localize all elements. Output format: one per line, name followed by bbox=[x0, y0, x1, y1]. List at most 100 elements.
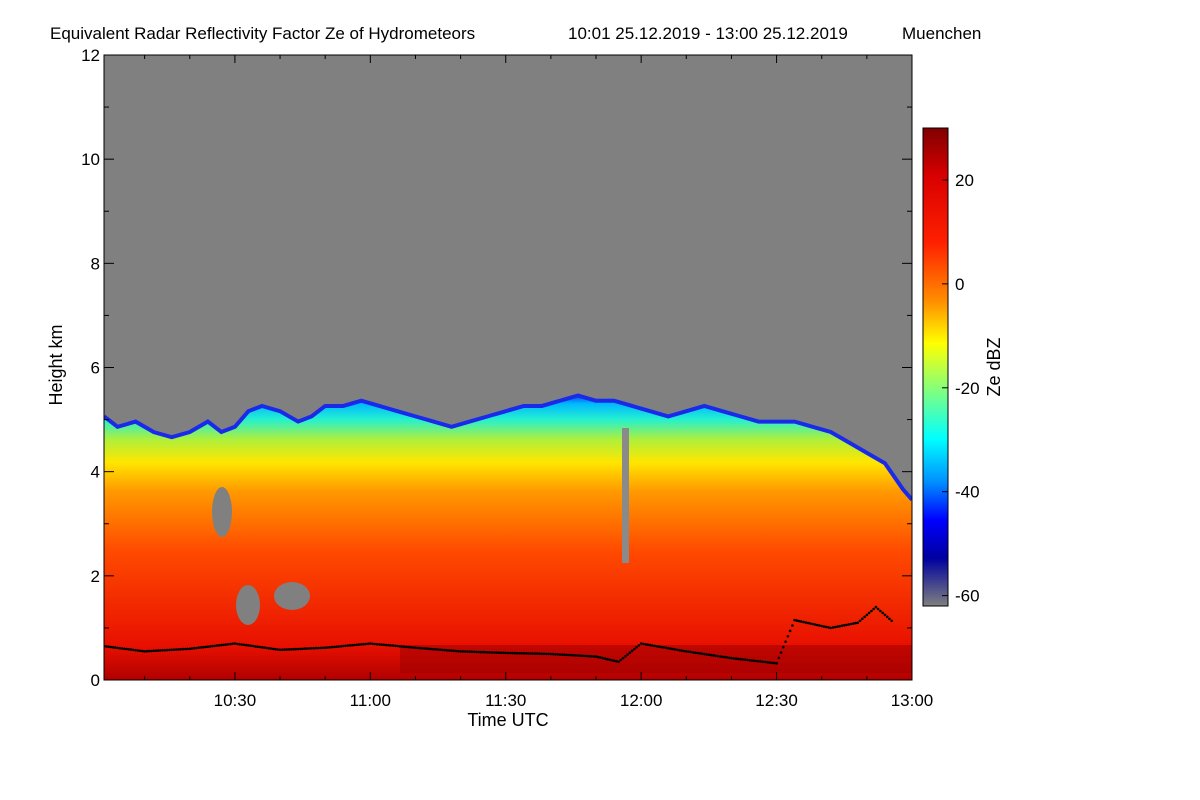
cloud-base-point bbox=[536, 652, 539, 655]
cloud-base-point bbox=[592, 655, 596, 658]
cloud-base-point bbox=[490, 651, 494, 654]
cloud-base-point bbox=[730, 656, 733, 660]
cloud-base-point bbox=[161, 649, 164, 652]
cloud-base-point bbox=[743, 658, 747, 661]
cloud-base-point bbox=[382, 643, 386, 647]
cloud-base-point bbox=[685, 650, 688, 653]
cloud-base-point bbox=[802, 620, 805, 624]
cloud-base-point bbox=[217, 644, 221, 647]
cloud-base-point bbox=[861, 617, 864, 621]
cloud-base-point bbox=[235, 642, 239, 646]
cloud-base-point bbox=[502, 651, 505, 655]
cloud-base-point bbox=[511, 651, 514, 655]
cloud-base-point bbox=[515, 651, 519, 655]
cloud-base-point bbox=[116, 646, 119, 650]
cloud-base-point bbox=[360, 643, 363, 646]
cloud-base-point bbox=[563, 653, 566, 656]
cloud-base-point bbox=[768, 661, 772, 664]
cloud-base-point bbox=[885, 615, 889, 619]
y-axis: 0 2 4 6 8 10 12 bbox=[81, 46, 912, 690]
cloud-base-point bbox=[416, 646, 420, 650]
cloud-base-point bbox=[290, 648, 293, 651]
cloud-base-point bbox=[484, 650, 487, 654]
y-tick-label: 6 bbox=[91, 359, 100, 378]
cloud-base-point bbox=[739, 657, 742, 661]
cloud-base-point bbox=[204, 645, 207, 649]
cloud-base-point bbox=[748, 658, 751, 662]
cloud-base-point bbox=[533, 652, 537, 655]
x-axis-label: Time UTC bbox=[467, 710, 548, 730]
cloud-base-point bbox=[597, 655, 600, 659]
y-axis-label: Height km bbox=[46, 324, 66, 405]
cloud-base-point bbox=[434, 648, 438, 651]
cloud-base-point bbox=[339, 645, 343, 648]
cloud-base-point bbox=[585, 654, 589, 658]
cloud-base-point bbox=[551, 652, 555, 656]
cloud-base-point bbox=[326, 646, 329, 649]
cloud-base-point bbox=[323, 646, 327, 649]
cloud-base-point bbox=[459, 650, 462, 653]
cloud-base-point bbox=[247, 644, 250, 647]
cloud-base-point bbox=[267, 646, 271, 650]
cloud-base-point bbox=[617, 660, 620, 664]
cloud-base-point bbox=[353, 643, 356, 647]
cloud-base-point bbox=[556, 653, 559, 656]
x-tick-label: 13:00 bbox=[891, 691, 934, 710]
cloud-base-point bbox=[676, 648, 679, 652]
cloud-base-point bbox=[633, 647, 636, 651]
cloud-base-point bbox=[696, 651, 699, 655]
cloud-base-point bbox=[389, 644, 392, 647]
cloud-base-point bbox=[321, 646, 325, 650]
cloud-base-point bbox=[276, 648, 280, 651]
cloud-base-point bbox=[371, 642, 374, 646]
cloud-base-point bbox=[143, 650, 146, 653]
cloud-base-point bbox=[432, 647, 435, 651]
cloud-base-point bbox=[105, 645, 108, 648]
cloud-base-point bbox=[624, 655, 627, 658]
cloud-base-point bbox=[818, 624, 821, 627]
cloud-base-point bbox=[858, 619, 862, 623]
cloud-base-point bbox=[734, 657, 738, 660]
cloud-base-point bbox=[635, 645, 638, 649]
cloud-base-point bbox=[310, 647, 313, 650]
cloud-base-point bbox=[150, 649, 153, 653]
cloud-base-point bbox=[572, 654, 575, 657]
cloud-base-point bbox=[721, 655, 724, 659]
cloud-base-point bbox=[619, 658, 623, 662]
cloud-base-point bbox=[197, 646, 201, 649]
cloud-base-point bbox=[576, 654, 580, 657]
cloud-base-point bbox=[156, 649, 160, 652]
cloud-base-point bbox=[362, 642, 365, 646]
cloud-base-point bbox=[425, 647, 429, 650]
gap-patch bbox=[212, 487, 232, 537]
cloud-base-point bbox=[560, 653, 564, 656]
cloud-base-point bbox=[606, 657, 609, 661]
cloud-base-point bbox=[332, 645, 336, 649]
cloud-base-point bbox=[463, 650, 467, 653]
cloud-base-point bbox=[673, 648, 677, 651]
cloud-base-point bbox=[707, 653, 711, 656]
colorbar-tick-label: -20 bbox=[955, 379, 980, 398]
cloud-base-point bbox=[829, 626, 832, 630]
cloud-base-point bbox=[240, 643, 243, 646]
cloud-base-point bbox=[292, 647, 295, 651]
cloud-base-point bbox=[680, 649, 684, 652]
cloud-base-point bbox=[145, 649, 149, 653]
cloud-base-point bbox=[454, 649, 458, 653]
cloud-base-point bbox=[418, 646, 422, 650]
cloud-base-point bbox=[610, 658, 614, 662]
cloud-base-point bbox=[396, 644, 399, 648]
cloud-base-point bbox=[797, 619, 801, 623]
y-tick-label: 8 bbox=[91, 254, 100, 273]
cloud-base-point bbox=[642, 642, 645, 646]
cloud-base-point bbox=[206, 645, 210, 648]
cloud-base-point bbox=[881, 611, 884, 615]
x-axis: 10:30 11:00 11:30 12:00 12:30 13:00 bbox=[144, 55, 934, 710]
cloud-base-point bbox=[172, 648, 176, 651]
cloud-base-point bbox=[888, 617, 891, 621]
cloud-base-point bbox=[195, 646, 198, 650]
cloud-base-point bbox=[836, 625, 839, 628]
cloud-top-edge bbox=[104, 393, 912, 502]
cloud-base-point bbox=[725, 656, 729, 659]
cloud-base-point bbox=[407, 645, 411, 649]
